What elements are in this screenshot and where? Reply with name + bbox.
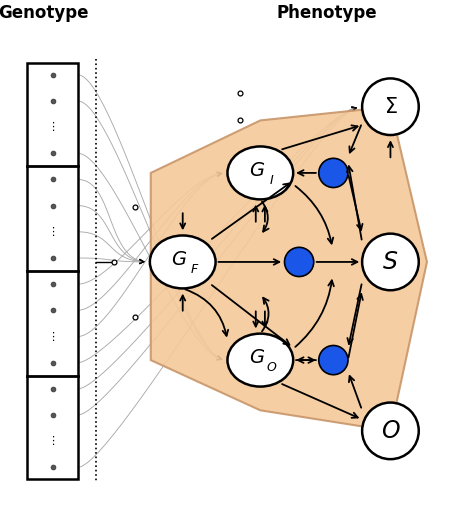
- Ellipse shape: [228, 147, 293, 200]
- Circle shape: [319, 158, 348, 187]
- Ellipse shape: [362, 403, 419, 459]
- Text: $\Sigma$: $\Sigma$: [383, 97, 397, 117]
- Circle shape: [319, 346, 348, 375]
- Text: I: I: [270, 174, 273, 187]
- Ellipse shape: [362, 234, 419, 290]
- Text: ⋮: ⋮: [47, 436, 58, 446]
- Text: ⋮: ⋮: [47, 122, 58, 132]
- Ellipse shape: [362, 78, 419, 135]
- Text: ⋮: ⋮: [47, 331, 58, 342]
- Text: O: O: [267, 361, 277, 374]
- Text: F: F: [191, 263, 198, 276]
- Ellipse shape: [228, 333, 293, 386]
- Polygon shape: [151, 107, 427, 431]
- Circle shape: [284, 247, 314, 276]
- Text: G: G: [249, 161, 264, 180]
- Text: $S$: $S$: [383, 250, 399, 274]
- Text: Phenotype: Phenotype: [276, 4, 377, 22]
- Text: G: G: [249, 348, 264, 367]
- Text: Genotype: Genotype: [0, 4, 88, 22]
- Bar: [27, 63, 78, 479]
- Text: $O$: $O$: [381, 419, 400, 443]
- Ellipse shape: [150, 236, 216, 289]
- Text: ⋮: ⋮: [47, 227, 58, 237]
- Text: G: G: [172, 250, 187, 269]
